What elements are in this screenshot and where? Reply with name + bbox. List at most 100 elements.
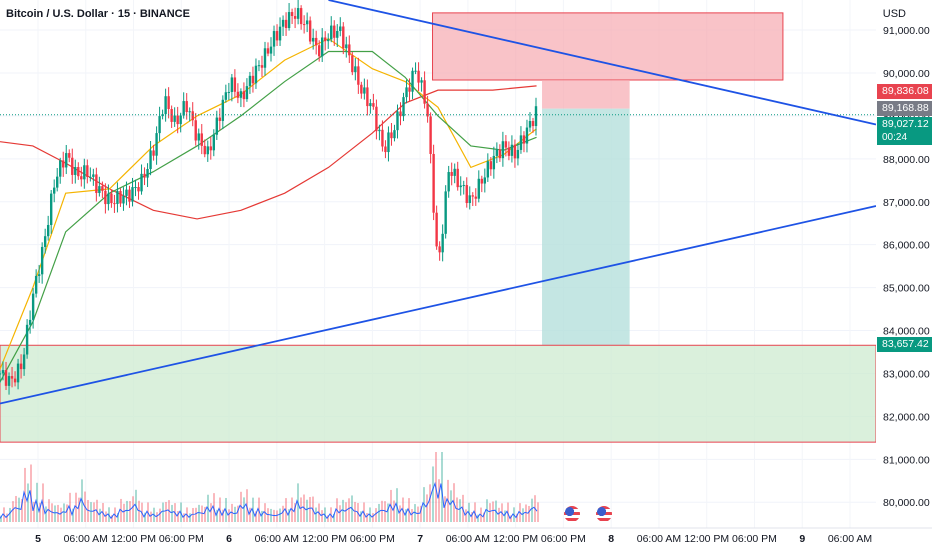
volume-bar <box>321 510 323 522</box>
candle-body <box>16 363 20 383</box>
volume-bar <box>528 505 530 522</box>
candle-body <box>375 106 378 132</box>
stop-price-label: 89,836.08 <box>877 84 932 99</box>
target-price-label: 83,657.42 <box>877 337 932 352</box>
candle-body <box>402 97 405 117</box>
candle-body <box>104 190 107 205</box>
candle-body <box>31 293 35 320</box>
candle-body <box>86 165 89 177</box>
currency-label[interactable]: USD <box>882 8 906 20</box>
volume-bar <box>288 509 290 522</box>
candle-body <box>522 135 526 144</box>
candle-body <box>528 121 532 128</box>
volume-bar <box>273 509 275 522</box>
candle-body <box>384 146 387 153</box>
volume-bar <box>399 505 401 522</box>
volume-bar <box>345 502 347 522</box>
volume-bar <box>18 497 20 522</box>
us-flag-event-icon[interactable] <box>596 506 612 522</box>
price-axis: 91,000.0090,000.0089,000.0088,000.0087,0… <box>876 0 932 550</box>
candle-body <box>492 155 496 170</box>
candle-body <box>507 147 511 156</box>
candle-body <box>7 376 11 386</box>
ma-orange-line <box>0 37 537 370</box>
candle-body <box>131 187 134 202</box>
volume-bar <box>537 502 539 522</box>
y-tick-label: 87,000.00 <box>883 197 930 209</box>
descending-trendline <box>328 0 877 126</box>
candle-body <box>314 37 318 46</box>
candle-body <box>263 48 267 68</box>
trendlines[interactable] <box>0 0 877 405</box>
bar-countdown: 00:24 <box>882 132 908 143</box>
candle-body <box>59 160 62 177</box>
y-tick-label: 83,000.00 <box>883 368 930 380</box>
candle-body <box>393 130 396 139</box>
ma-green-line <box>0 50 537 383</box>
candle-body <box>480 178 483 184</box>
last-price: 89,027.12 <box>882 118 929 130</box>
candle-body <box>10 376 14 379</box>
x-tick-label: 06:00 AM <box>255 533 299 545</box>
volume-bar <box>9 507 11 522</box>
candle-body <box>372 103 375 107</box>
candle-body <box>272 31 276 47</box>
candle-body <box>287 12 291 29</box>
candle-body <box>369 103 372 107</box>
candle-body <box>230 77 234 92</box>
candle-body <box>155 133 158 156</box>
volume-bar <box>12 501 14 522</box>
volume-bar <box>429 484 431 522</box>
candle-body <box>429 116 432 154</box>
volume-bar <box>192 508 194 522</box>
candle-body <box>311 37 315 42</box>
volume-bar <box>417 506 419 522</box>
candle-body <box>296 8 300 19</box>
volume-bar <box>411 509 413 522</box>
candle-body <box>170 108 173 122</box>
volume-bar <box>78 497 80 522</box>
candle-body <box>447 172 450 192</box>
volume-bar <box>210 503 212 522</box>
candle-body <box>92 174 95 177</box>
candle-body <box>360 84 363 94</box>
candle-body <box>330 25 333 40</box>
candle-body <box>281 19 285 27</box>
candle-body <box>34 275 38 294</box>
candle-body <box>269 46 273 54</box>
volume-bar <box>510 515 512 522</box>
volume-bar <box>162 502 164 522</box>
y-tick-label: 80,000.00 <box>883 497 930 509</box>
volume-ma-line <box>0 481 538 520</box>
candle-body <box>242 91 246 100</box>
x-tick-label: 8 <box>608 533 614 545</box>
volume-bar <box>360 511 362 522</box>
candle-body <box>462 185 465 187</box>
volume-bar <box>405 509 407 522</box>
volume-bar <box>111 515 113 522</box>
volume-bar <box>306 499 308 522</box>
candle-body <box>137 187 140 192</box>
volume-bar <box>507 502 509 522</box>
target-zone <box>542 108 630 346</box>
candle-body <box>278 26 282 41</box>
volume-bar <box>63 503 65 522</box>
candle-body <box>510 144 514 156</box>
volume-bar <box>129 501 131 522</box>
candle-body <box>516 149 520 159</box>
candle-body <box>459 185 462 188</box>
candle-body <box>290 12 294 17</box>
volume-bar <box>372 513 374 522</box>
volume-bar <box>375 508 377 522</box>
ma-red-line <box>0 85 537 220</box>
us-flag-event-icon[interactable] <box>564 506 580 522</box>
candle-body <box>438 246 441 253</box>
volume-bar <box>261 510 263 522</box>
volume-bar <box>276 510 278 522</box>
candle-body <box>245 86 249 100</box>
candle-body <box>342 26 345 49</box>
volume-bar <box>105 511 107 522</box>
candle-body <box>435 212 438 247</box>
y-tick-label: 81,000.00 <box>883 454 930 466</box>
